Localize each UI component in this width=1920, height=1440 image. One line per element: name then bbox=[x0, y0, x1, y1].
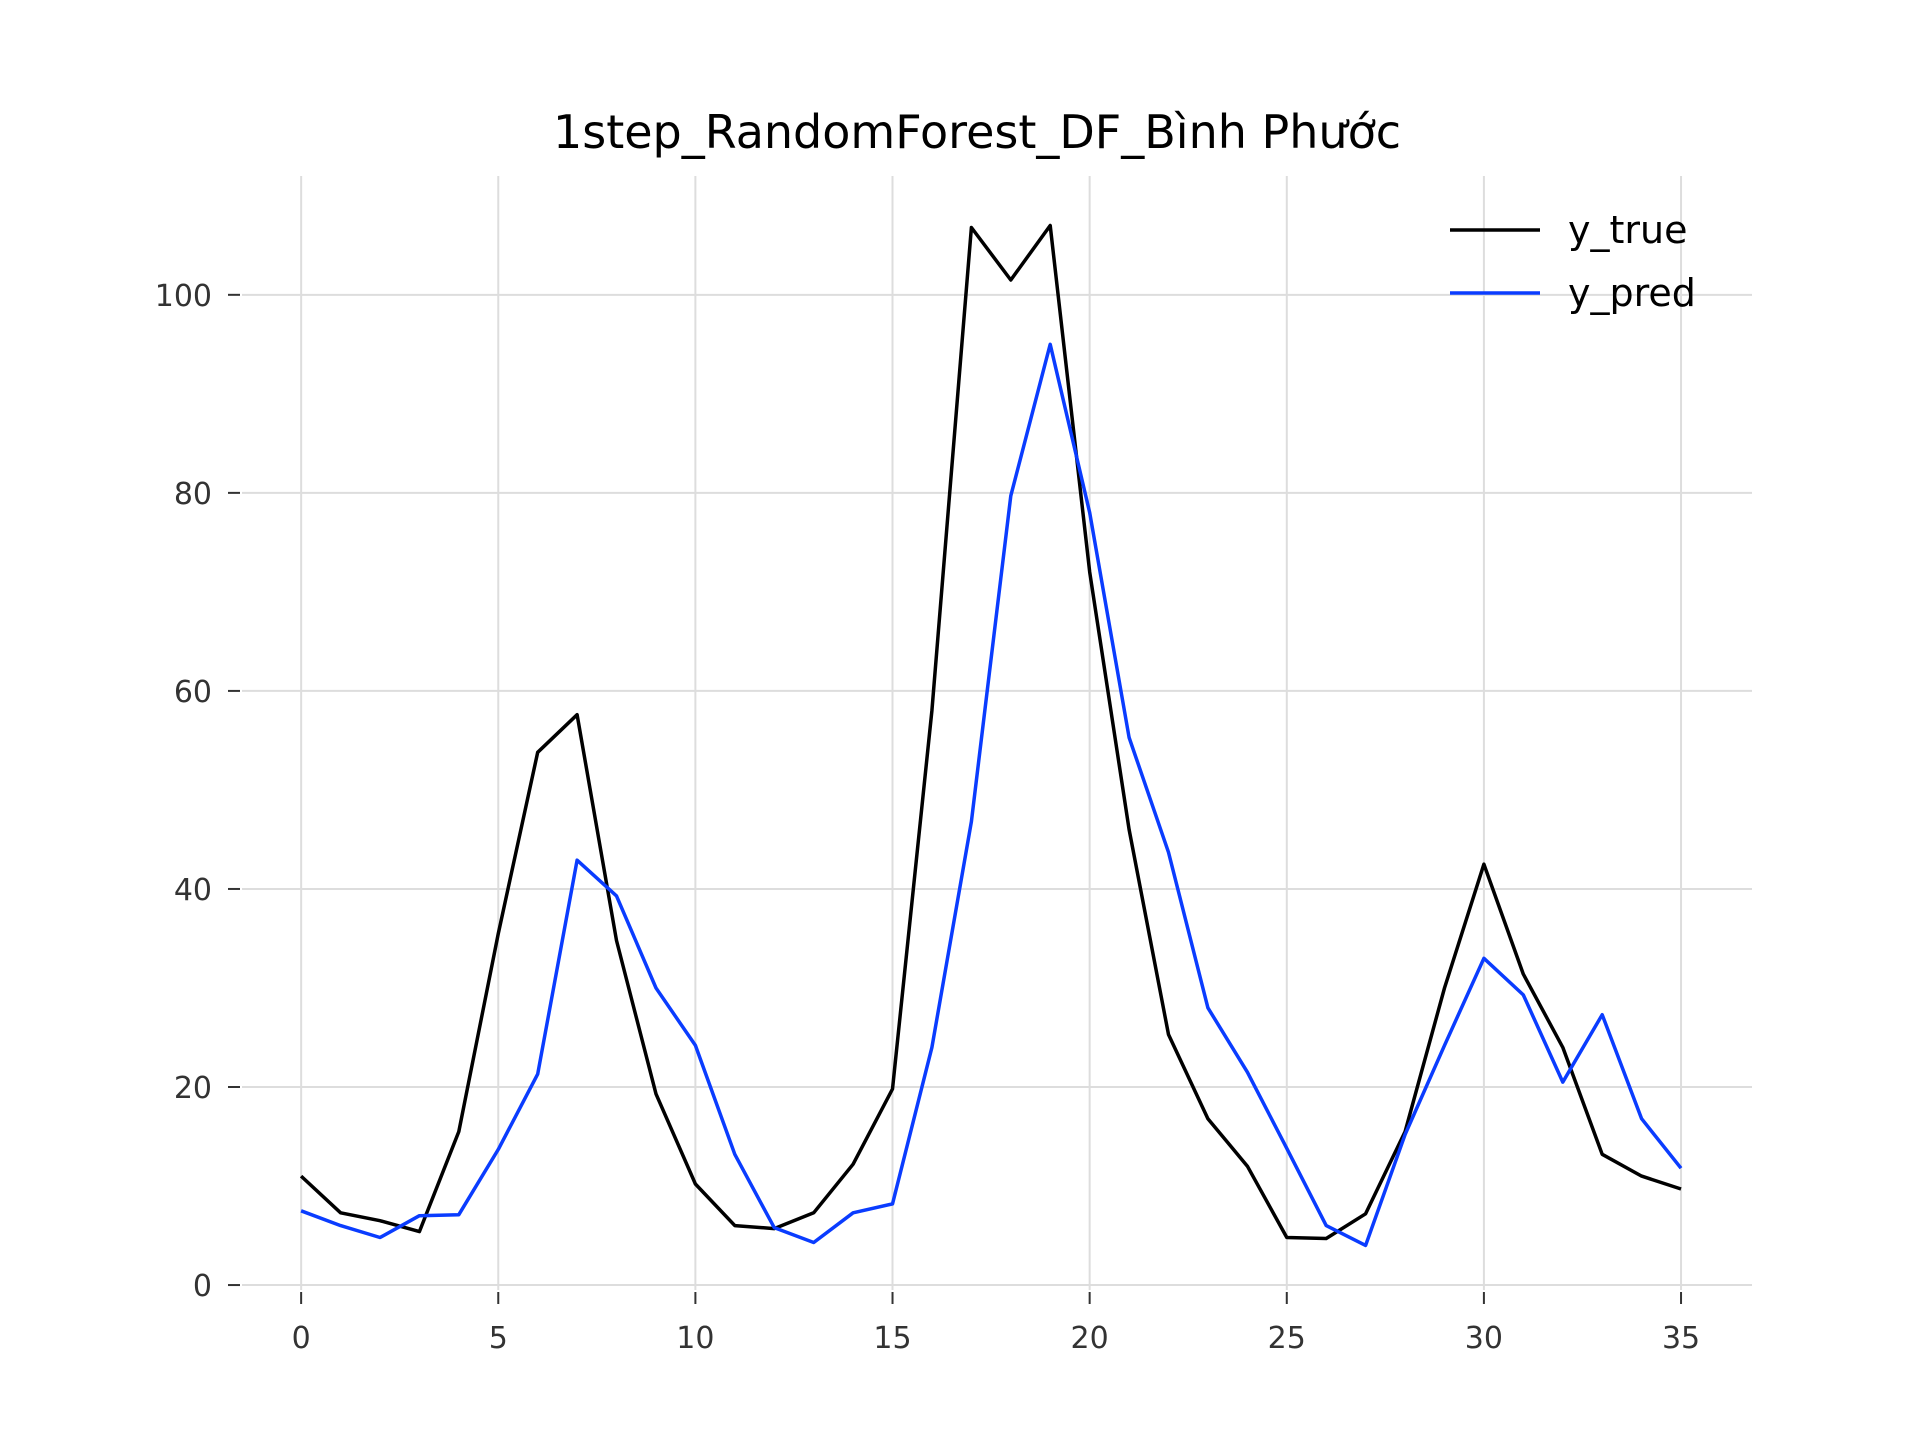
y-tick-label: 40 bbox=[174, 873, 212, 908]
chart-title: 1step_RandomForest_DF_Bình Phước bbox=[553, 105, 1401, 159]
legend: y_true y_pred bbox=[1450, 208, 1696, 315]
x-tick-label: 5 bbox=[489, 1321, 508, 1356]
axes: 0 5 10 15 20 25 30 35 0 20 40 60 80 100 bbox=[155, 279, 1700, 1356]
legend-label-y-pred: y_pred bbox=[1568, 271, 1696, 315]
x-tick-label: 20 bbox=[1071, 1321, 1109, 1356]
x-tick-label: 15 bbox=[873, 1321, 911, 1356]
x-tick-label: 35 bbox=[1662, 1321, 1700, 1356]
legend-label-y-true: y_true bbox=[1568, 208, 1687, 252]
x-tick-label: 0 bbox=[292, 1321, 311, 1356]
grid bbox=[242, 176, 1752, 1290]
x-tick-label: 10 bbox=[676, 1321, 714, 1356]
y-tick-label: 80 bbox=[174, 477, 212, 512]
y-tick-label: 100 bbox=[155, 279, 212, 314]
series bbox=[299, 223, 1683, 1248]
y-tick-label: 20 bbox=[174, 1071, 212, 1106]
y-tick-label: 0 bbox=[193, 1269, 212, 1304]
y-tick-label: 60 bbox=[174, 675, 212, 710]
series-line-y-pred bbox=[300, 342, 1683, 1248]
x-tick-label: 30 bbox=[1465, 1321, 1503, 1356]
x-tick-label: 25 bbox=[1268, 1321, 1306, 1356]
series-line-y-true bbox=[299, 223, 1682, 1241]
